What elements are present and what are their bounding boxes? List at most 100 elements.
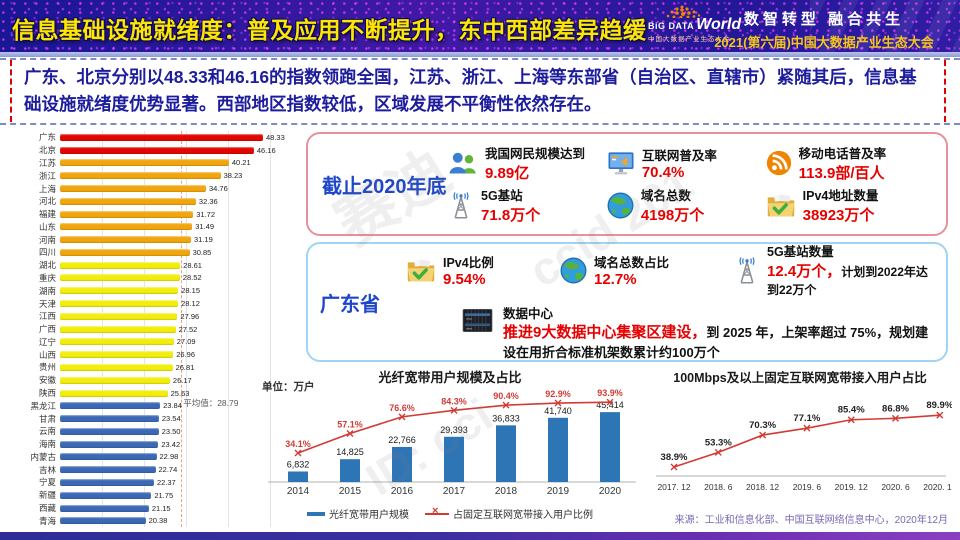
svg-text:36,833: 36,833	[492, 413, 520, 423]
province-label: 北京	[38, 145, 56, 156]
province-row: 上海 34.76	[8, 182, 300, 195]
stat-mobile-penetration: 移动电话普及率 113.9部/百人	[766, 143, 936, 183]
province-bar	[60, 427, 159, 435]
province-value: 28.15	[181, 286, 200, 296]
fiber-chart-plot: 6,832 34.1% 2014 14,825 57.1% 2015 22,766 76.6%…	[268, 388, 636, 497]
province-bar	[60, 172, 221, 180]
province-bar	[60, 517, 146, 525]
province-label: 黑龙江	[30, 400, 56, 411]
svg-text:77.1%: 77.1%	[793, 413, 820, 424]
dashed-rule-bottom	[0, 123, 960, 125]
datacenter-label: 数据中心	[503, 307, 554, 322]
province-value: 31.72	[196, 209, 215, 219]
province-bar	[60, 363, 173, 371]
province-bar	[60, 300, 179, 308]
province-row: 天津 28.12	[8, 297, 300, 310]
stat-ipv4: IPv4地址数量 38923万个	[766, 185, 936, 225]
province-value: 22.74	[158, 465, 178, 475]
province-label: 河南	[38, 234, 56, 245]
footer-band	[0, 532, 960, 540]
province-label: 湖北	[38, 260, 56, 271]
province-row: 新疆 21.75	[8, 489, 300, 502]
svg-text:53.3%: 53.3%	[705, 437, 732, 448]
province-bar	[60, 491, 152, 499]
data-source-note: 来源：工业和信息化部、中国互联网络信息中心，2020年12月	[674, 515, 948, 526]
page-title: 信息基础设施就绪度：普及应用不断提升，东中西部差异趋缓	[12, 17, 647, 43]
province-value: 22.37	[156, 477, 176, 487]
logo-subtitle: 中国大数据产业生态大会	[648, 36, 731, 43]
bigdata-world-logo: BiG DATA World 中国大数据产业生态大会	[648, 5, 766, 43]
province-row: 贵州 26.81	[8, 361, 300, 374]
mbps-chart-title: 100Mbps及以上固定互联网宽带接入用户占比	[673, 371, 927, 385]
province-row: 广东 48.33	[8, 131, 300, 144]
bar-series-swatch	[307, 511, 325, 516]
svg-text:2019: 2019	[547, 486, 570, 497]
province-bar	[60, 210, 194, 218]
province-label: 新疆	[38, 490, 56, 501]
panel-2020-label: 截止2020年底	[322, 175, 447, 198]
province-value: 23.54	[161, 414, 181, 424]
province-value: 23.42	[161, 439, 181, 449]
province-row: 重庆 28.52	[8, 272, 300, 285]
svg-text:89.9%: 89.9%	[926, 400, 952, 411]
logo-text-bigdata: BiG DATA	[648, 21, 695, 31]
province-label: 青海	[38, 515, 56, 526]
province-bar	[60, 440, 159, 448]
province-label: 浙江	[38, 170, 56, 181]
province-label: 云南	[38, 426, 56, 437]
province-value: 31.19	[193, 235, 213, 245]
province-row: 青海 20.38	[8, 514, 300, 527]
province-row: 湖南 28.15	[8, 284, 300, 297]
svg-text:2018. 12: 2018. 12	[746, 482, 779, 492]
province-label: 上海	[38, 183, 56, 194]
summary-text: 广东、北京分别以48.33和46.16的指数领跑全国，江苏、浙江、上海等东部省（…	[24, 66, 917, 114]
province-row: 海南 23.42	[8, 438, 300, 451]
province-bar	[60, 376, 170, 384]
svg-text:2018: 2018	[495, 486, 518, 497]
guangdong-label: 广东省	[320, 293, 380, 316]
folder-check-icon	[766, 193, 796, 218]
province-label: 山东	[38, 221, 56, 232]
header-banner: 信息基础设施就绪度：普及应用不断提升，东中西部差异趋缓 BiG DATA Worl…	[0, 0, 960, 52]
gd-stat-ipv4: IPv4比例 9.54%	[406, 241, 556, 299]
province-bar	[60, 248, 190, 256]
svg-text:92.9%: 92.9%	[545, 389, 571, 399]
stat-5g-stations: 5G基站 71.8万个	[448, 185, 603, 225]
svg-text:2016: 2016	[391, 486, 414, 497]
province-label: 湖南	[38, 285, 56, 296]
gd-stat-5g: 5G基站数量 12.4万个，计划到2022年达到22万个	[734, 241, 936, 299]
folder-check-icon	[406, 258, 436, 283]
province-row: 内蒙古 22.98	[8, 451, 300, 464]
province-bar	[60, 159, 229, 167]
province-value: 28.12	[181, 299, 200, 309]
province-value: 34.76	[208, 184, 228, 194]
header-slogan-block: 数智转型 融合共生 2021(第六届)中国大数据产业生态大会	[696, 8, 952, 51]
province-row: 陕西 25.63	[8, 387, 300, 400]
province-bar	[60, 466, 156, 474]
province-row: 辽宁 27.09	[8, 336, 300, 349]
province-label: 海南	[38, 439, 56, 450]
province-bar	[60, 402, 161, 410]
province-value: 30.85	[192, 247, 212, 257]
internet-monitor-icon	[607, 151, 635, 176]
province-bar	[60, 185, 206, 193]
province-row: 河南 31.19	[8, 233, 300, 246]
province-bar	[60, 261, 181, 269]
province-row: 北京 46.16	[8, 144, 300, 157]
province-bar	[60, 351, 174, 359]
province-label: 陕西	[38, 388, 56, 399]
province-label: 广西	[38, 324, 56, 335]
province-row: 四川 30.85	[8, 246, 300, 259]
svg-text:84.3%: 84.3%	[441, 396, 467, 406]
svg-text:6,832: 6,832	[287, 459, 310, 469]
province-label: 甘肃	[38, 413, 56, 424]
svg-text:93.9%: 93.9%	[597, 388, 623, 398]
summary-box: 广东、北京分别以48.33和46.16的指数领跑全国，江苏、浙江、上海等东部省（…	[10, 60, 946, 122]
event-name: 2021(第六届)中国大数据产业生态大会	[714, 35, 934, 50]
province-bar	[60, 274, 180, 282]
dashed-rule-top	[0, 58, 960, 60]
province-bar	[60, 287, 179, 295]
stat-netizens: 我国网民规模达到 9.89亿	[448, 143, 603, 183]
province-label: 西藏	[38, 503, 56, 514]
province-value: 46.16	[256, 145, 276, 155]
